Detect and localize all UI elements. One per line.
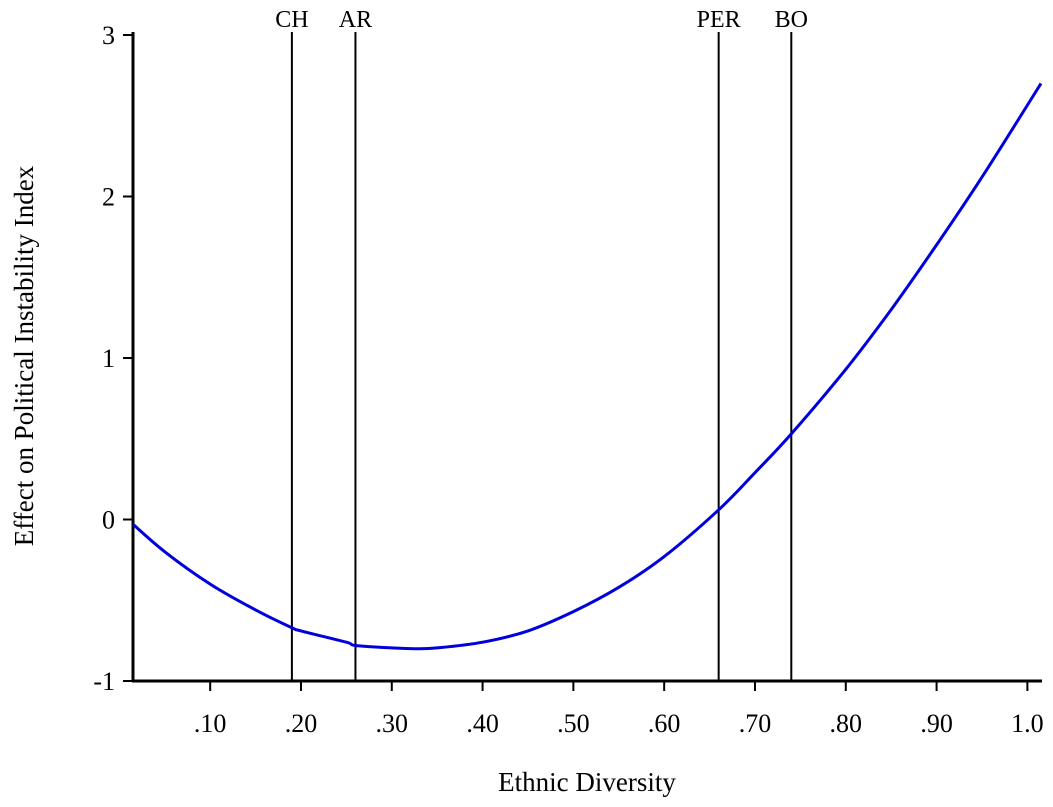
x-axis-title: Ethnic Diversity [498, 767, 676, 797]
series-line-0 [132, 82, 1043, 651]
x-tick-label: .50 [557, 709, 590, 738]
x-tick-label: .10 [194, 709, 227, 738]
x-tick-label: 1.0 [1011, 709, 1044, 738]
x-tick-label: .20 [285, 709, 318, 738]
y-tick-label: 2 [102, 183, 115, 212]
x-tick-label: .40 [466, 709, 499, 738]
marker-label-per: PER [697, 7, 741, 33]
y-tick-label: 0 [102, 506, 115, 535]
marker-label-ar: AR [339, 7, 372, 33]
y-tick-label: 3 [102, 21, 115, 50]
x-tick-label: .30 [376, 709, 409, 738]
x-tick-label: .90 [920, 709, 953, 738]
x-tick-label: .80 [830, 709, 863, 738]
y-axis-title: Effect on Political Instability Index [9, 165, 39, 546]
x-tick-label: .60 [648, 709, 681, 738]
plot-area: -1 0 1 2 3 .10 .20 .30 .40 .50 .60 .70 .80 .90 1.0 CH AR… [93, 7, 1043, 738]
y-tick-label: 1 [102, 344, 115, 373]
x-tick-label: .70 [739, 709, 772, 738]
marker-label-bo: BO [775, 7, 808, 33]
y-tick-label: -1 [93, 667, 115, 696]
marker-label-ch: CH [275, 7, 308, 33]
